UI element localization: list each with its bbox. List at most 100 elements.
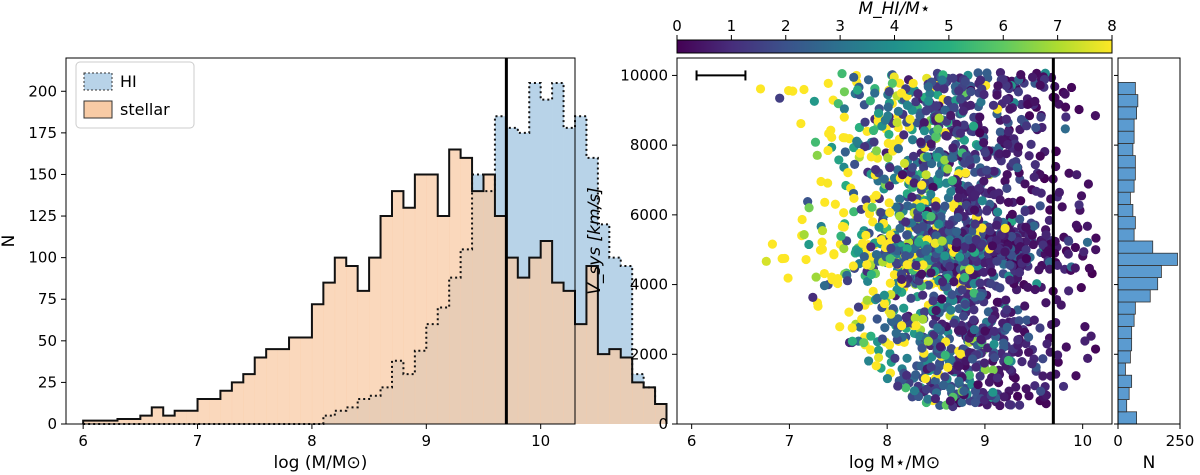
scatter-point [1072, 170, 1082, 180]
scatter-point [1061, 112, 1071, 122]
scatter-point [1011, 382, 1021, 392]
scatter-point [971, 362, 981, 372]
scatter-point [1013, 391, 1023, 401]
scatter-point [1060, 124, 1070, 134]
scatter-point [1031, 186, 1041, 196]
scatter-point [1064, 236, 1074, 246]
scatter-point [929, 330, 939, 340]
marginal-bar [1117, 264, 1162, 278]
scatter-point [817, 225, 828, 236]
scatter-point [957, 397, 967, 408]
scatter-point [1000, 247, 1010, 257]
scatter-point [1003, 127, 1014, 137]
hist-bar-hi [609, 257, 622, 424]
hist-bar-stellar [311, 304, 324, 424]
scatter-point [861, 195, 871, 205]
scatter-point [893, 144, 903, 154]
scatter-point [921, 170, 931, 180]
scatter-point [1090, 344, 1101, 354]
scatter-point [933, 323, 943, 333]
hist-bar-hi [620, 265, 633, 424]
marginal-bar [1117, 313, 1135, 327]
scatter-point [864, 356, 874, 366]
scatter-point [849, 72, 859, 82]
scatter-point [909, 178, 919, 188]
y-tick-label: 50 [38, 332, 57, 350]
scatter-point [965, 265, 975, 275]
scatter-point [958, 311, 969, 321]
scatter-point [879, 298, 890, 309]
marginal-bar [1117, 399, 1128, 413]
x-tick-label: 6 [78, 432, 88, 450]
scatter-point [1001, 114, 1012, 124]
scatter-point [808, 292, 818, 302]
scatter-point [884, 181, 895, 191]
scatter-point [936, 212, 946, 222]
scatter-point [993, 81, 1003, 91]
hist-bar-stellar [289, 337, 301, 424]
hist-bar-stellar [277, 349, 290, 424]
scatter-point [882, 373, 893, 384]
scatter-point [943, 95, 953, 106]
scatter-point [988, 100, 999, 110]
scatter-point [979, 89, 989, 100]
scatter-point [1054, 187, 1065, 197]
scatter-point [1083, 353, 1093, 364]
hist-bar-stellar [414, 174, 427, 424]
scatter-point [998, 74, 1008, 85]
scatter-point [813, 301, 823, 311]
marginal-bar [1117, 277, 1159, 291]
scatter-point [894, 78, 905, 88]
marginal-bar [1117, 362, 1126, 376]
scatter-point [970, 397, 980, 408]
scatter-point [1013, 87, 1024, 97]
scatter-point [921, 246, 931, 256]
scatter-point [863, 276, 873, 286]
scatter-point [830, 199, 840, 209]
scatter-point [867, 202, 877, 212]
scatter-point [1021, 222, 1031, 232]
scatter-point [954, 376, 964, 386]
scatter-point [871, 146, 882, 156]
scatter-point [982, 205, 992, 215]
scatter-point [839, 104, 849, 114]
colorbar: 0 1 2 3 4 5 6 7 8 M_HI/M⋆ [672, 0, 1117, 54]
scatter-point [839, 112, 849, 122]
scatter-point [959, 135, 970, 145]
scatter-point [897, 274, 907, 284]
hist-bar-stellar [449, 149, 461, 424]
legend-label-stellar: stellar [120, 100, 170, 119]
scatter-point [976, 291, 986, 301]
scatter-point [949, 318, 959, 328]
colorbar-tick-label: 7 [1053, 17, 1063, 35]
scatter-point [958, 326, 968, 336]
scatter-point [866, 269, 877, 280]
marginal-bar [1117, 228, 1135, 242]
scatter-point [1038, 371, 1048, 381]
scatter-point [850, 159, 860, 169]
scatter-point [933, 152, 943, 162]
scatter-ticks: 6 7 8 9 10 0 2000 4000 6000 8000 10000 [620, 66, 1092, 450]
scatter-point [966, 86, 976, 97]
scatter-point [1013, 335, 1023, 345]
marginal-bar [1117, 203, 1134, 217]
scatter-point [955, 128, 966, 138]
scatter-point [953, 212, 963, 223]
scatter-point [1014, 316, 1024, 326]
scatter-point [922, 152, 932, 162]
scatter-point [945, 235, 955, 245]
scatter-point [873, 353, 884, 363]
histogram-y-label: N [0, 235, 19, 248]
scatter-point [1070, 242, 1081, 253]
scatter-point [1086, 331, 1096, 341]
scatter-point [940, 201, 950, 211]
colorbar-tick-label: 8 [1107, 17, 1117, 35]
scatter-point [954, 185, 965, 195]
histogram-axes-frame [65, 57, 576, 425]
marginal-bar [1117, 106, 1138, 120]
scatter-point [944, 220, 954, 230]
y-tick-label: 75 [38, 290, 57, 308]
scatter-point [977, 223, 987, 233]
scatter-point [959, 386, 969, 396]
scatter-point [961, 168, 971, 178]
